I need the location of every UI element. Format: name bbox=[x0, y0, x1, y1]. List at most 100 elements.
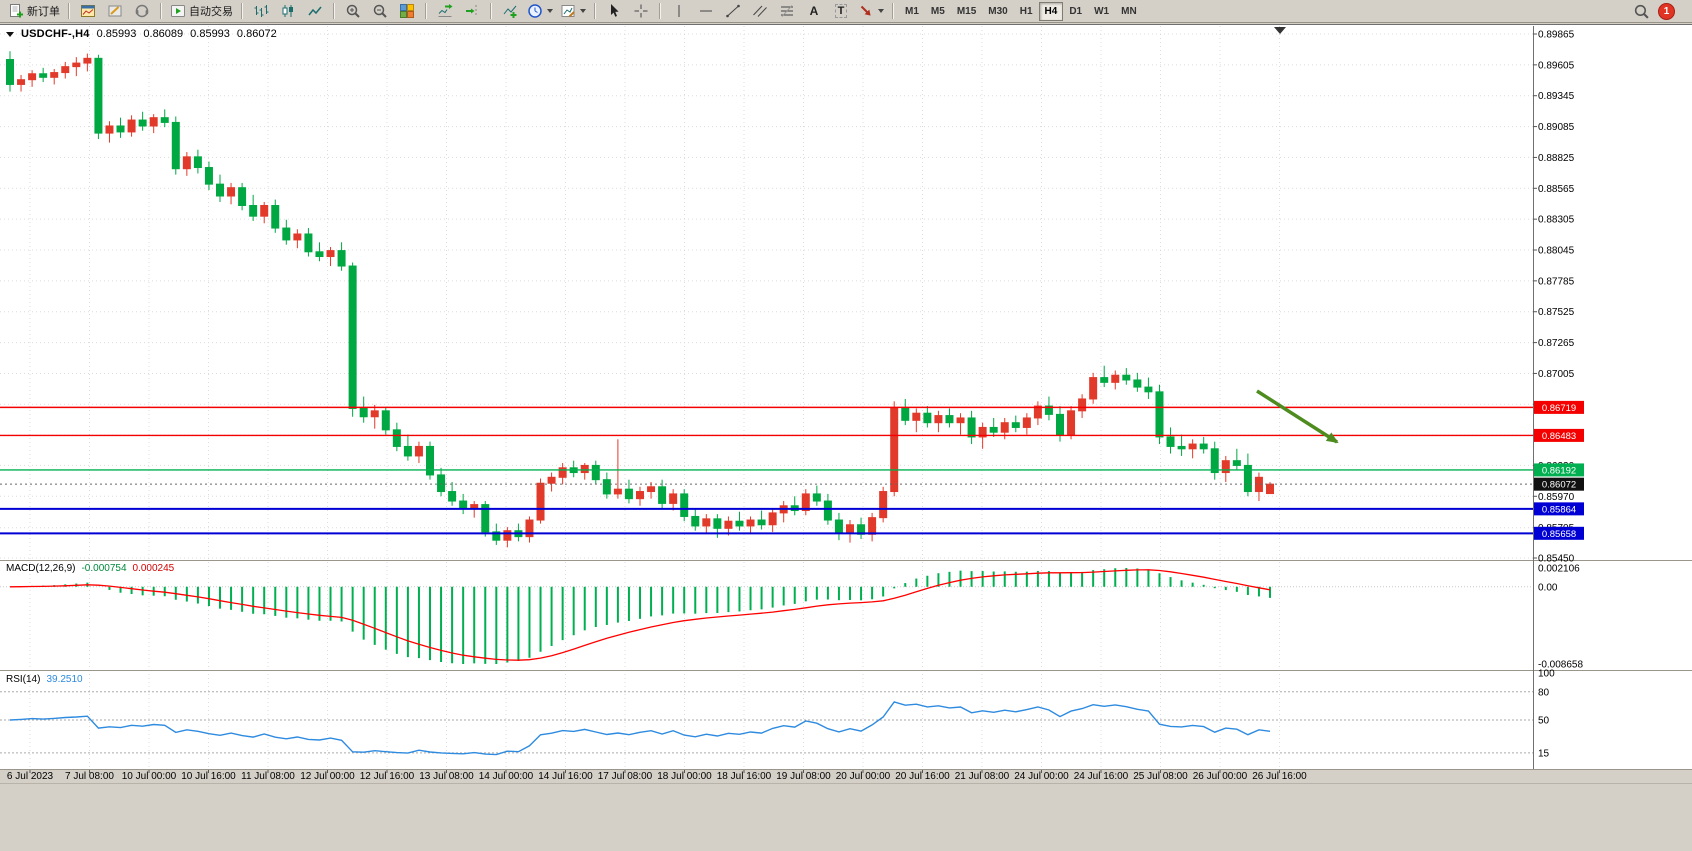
candlestick-chart-button[interactable] bbox=[275, 0, 301, 22]
candlestick bbox=[658, 486, 667, 504]
templates-icon bbox=[561, 5, 575, 18]
notification-count: 1 bbox=[1663, 5, 1670, 17]
candlestick bbox=[426, 445, 434, 476]
ohlc-low: 0.85993 bbox=[190, 28, 230, 40]
candlestick bbox=[39, 73, 48, 78]
timeframe-W1[interactable]: W1 bbox=[1094, 5, 1110, 17]
time-axis-label: 21 Jul 08:00 bbox=[955, 771, 1010, 782]
auto-scroll-button[interactable] bbox=[432, 0, 458, 22]
candlestick bbox=[227, 187, 236, 197]
zoom-in-button[interactable] bbox=[340, 0, 366, 22]
notification-badge[interactable]: 1 bbox=[1658, 2, 1675, 20]
crosshair-button[interactable] bbox=[628, 0, 654, 22]
text-tool-button[interactable]: A bbox=[801, 0, 827, 22]
time-axis-label: 19 Jul 08:00 bbox=[776, 771, 831, 782]
charts-window-button[interactable] bbox=[75, 0, 101, 22]
candlestick bbox=[1177, 445, 1186, 450]
candlestick bbox=[204, 167, 213, 185]
bid-price-tag-box bbox=[1534, 477, 1584, 491]
time-axis-label: 12 Jul 00:00 bbox=[300, 771, 355, 782]
text-label-tool-button[interactable]: T bbox=[828, 0, 854, 22]
candlestick bbox=[72, 62, 81, 68]
candlestick bbox=[1232, 460, 1241, 466]
bar-chart-button[interactable] bbox=[248, 0, 274, 22]
community-icon bbox=[135, 4, 149, 18]
time-axis-background bbox=[0, 770, 1692, 784]
candlestick bbox=[1067, 410, 1076, 436]
time-axis-label: 14 Jul 16:00 bbox=[538, 771, 593, 782]
price-grid-layer bbox=[0, 33, 1533, 559]
price-tag-box bbox=[1534, 463, 1584, 477]
candlestick bbox=[1199, 443, 1208, 450]
candlestick bbox=[1122, 374, 1131, 381]
axis-layer: 0.89865 0.89605 0.89345 0.89085 0.88825 0.885… bbox=[1533, 30, 1583, 759]
candlestick bbox=[414, 445, 423, 457]
candlestick bbox=[525, 519, 534, 538]
chart-shift-button[interactable] bbox=[459, 0, 485, 22]
candles-layer bbox=[6, 51, 1274, 548]
arrow-object[interactable] bbox=[1256, 389, 1339, 444]
candlestick bbox=[846, 524, 854, 534]
timeframe-H4[interactable]: H4 bbox=[1038, 1, 1064, 21]
timeframe-D1[interactable]: D1 bbox=[1069, 5, 1083, 17]
chart-shift-marker[interactable] bbox=[1274, 27, 1286, 34]
templates-button[interactable] bbox=[557, 0, 589, 22]
candlestick bbox=[249, 205, 258, 217]
toolbar-separator bbox=[241, 3, 243, 19]
price-tag-box bbox=[1534, 526, 1584, 540]
autotrading-button[interactable]: 自动交易 bbox=[167, 0, 236, 22]
rsi-name: RSI(14) bbox=[6, 674, 41, 685]
candlestick bbox=[1022, 417, 1031, 428]
trendline-tool-button[interactable] bbox=[720, 0, 746, 22]
metaeditor-button[interactable] bbox=[102, 0, 128, 22]
toolbar-separator bbox=[68, 3, 70, 19]
cursor-button[interactable] bbox=[601, 0, 627, 22]
channel-tool-button[interactable] bbox=[747, 0, 773, 22]
search-icon[interactable] bbox=[1633, 3, 1650, 20]
rsi-indicator-label: RSI(14) 39.2510 bbox=[6, 674, 83, 685]
indicators-button[interactable] bbox=[497, 0, 523, 22]
toolbar-separator bbox=[594, 3, 596, 19]
candlestick bbox=[879, 491, 888, 519]
main-toolbar: 新订单 自动交易 bbox=[0, 0, 1692, 23]
candlestick bbox=[1111, 374, 1120, 383]
community-button[interactable] bbox=[129, 0, 155, 22]
candlestick bbox=[724, 520, 733, 529]
timeframe-M15[interactable]: M15 bbox=[956, 5, 977, 17]
timeframe-MN[interactable]: MN bbox=[1121, 5, 1137, 17]
new-order-label: 新订单 bbox=[27, 6, 60, 18]
candlestick bbox=[669, 493, 678, 504]
line-chart-icon bbox=[308, 6, 322, 16]
vertical-line-tool-button[interactable] bbox=[666, 0, 692, 22]
timeframe-M5[interactable]: M5 bbox=[930, 5, 945, 17]
candlestick bbox=[381, 410, 390, 431]
candlestick bbox=[602, 479, 611, 495]
candlestick bbox=[260, 205, 269, 217]
horizontal-line-tool-button[interactable] bbox=[693, 0, 719, 22]
price-axis-label: 0.89605 bbox=[1538, 60, 1575, 71]
line-chart-button[interactable] bbox=[302, 0, 328, 22]
chart-canvas[interactable]: 0.89865 0.89605 0.89345 0.89085 0.88825 0.885… bbox=[0, 25, 1692, 784]
fibonacci-tool-button[interactable] bbox=[774, 0, 800, 22]
candlestick bbox=[923, 412, 932, 424]
ohlc-open: 0.85993 bbox=[96, 28, 137, 40]
candlestick bbox=[304, 233, 313, 253]
new-order-button[interactable]: 新订单 bbox=[5, 0, 63, 22]
zoom-out-button[interactable] bbox=[367, 0, 393, 22]
timeframe-H1[interactable]: H1 bbox=[1019, 5, 1033, 17]
tile-windows-button[interactable] bbox=[394, 0, 420, 22]
candlestick bbox=[912, 412, 921, 421]
symbol-period-label: USDCHF-,H4 bbox=[21, 28, 90, 40]
price-tag-box bbox=[1534, 428, 1584, 442]
candlestick bbox=[1144, 386, 1153, 393]
timeframe-M30[interactable]: M30 bbox=[988, 5, 1008, 17]
candlestick bbox=[149, 117, 158, 127]
candlestick bbox=[989, 426, 998, 433]
equidistant-channel-icon bbox=[753, 5, 767, 17]
arrows-tool-button[interactable] bbox=[855, 0, 887, 22]
timeframe-M1[interactable]: M1 bbox=[905, 5, 919, 17]
periods-button[interactable] bbox=[524, 0, 556, 22]
timeframe-group: M1 M5 M15 M30 H1 H4 D1 W1 MN bbox=[899, 1, 1143, 21]
dropdown-caret-icon bbox=[878, 9, 884, 13]
